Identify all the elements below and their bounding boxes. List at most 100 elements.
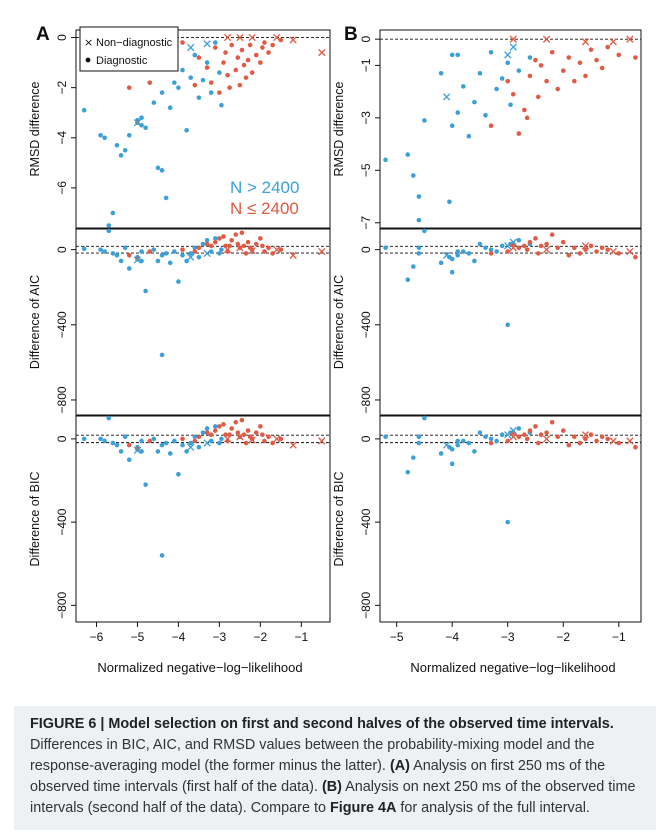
data-point <box>200 241 206 247</box>
data-point <box>180 40 185 45</box>
x-stroke-2 <box>133 256 142 264</box>
x-stroke-2 <box>509 244 517 252</box>
data-point <box>405 152 411 157</box>
data-point <box>266 245 271 251</box>
data-point <box>219 247 224 252</box>
data-point <box>455 249 461 254</box>
data-point <box>260 432 265 438</box>
data-point <box>247 42 253 48</box>
data-point <box>122 434 128 440</box>
nondiagnostic-point <box>542 35 551 43</box>
data-point <box>118 258 124 264</box>
data-point <box>494 86 499 92</box>
data-point <box>106 415 112 421</box>
data-point <box>505 322 511 328</box>
data-point <box>233 232 239 237</box>
data-point <box>147 249 153 254</box>
data-point <box>588 47 594 52</box>
data-point <box>533 57 538 63</box>
data-point <box>219 436 224 442</box>
data-point <box>249 436 255 442</box>
y-tick-label: −400 <box>359 508 373 535</box>
y-axis-label: Difference of BIC <box>28 472 42 567</box>
data-point <box>535 251 541 256</box>
data-point <box>616 52 622 58</box>
nondiagnostic-point <box>626 35 634 43</box>
nondiagnostic-point <box>626 437 634 445</box>
data-point <box>494 438 499 444</box>
data-point <box>278 37 284 43</box>
data-point <box>483 434 488 440</box>
nondiagnostic-point <box>504 51 512 59</box>
plot-frame <box>379 415 642 623</box>
caption-paragraph: FIGURE 6 | Model selection on first and … <box>30 714 640 819</box>
panel-letter-b: B <box>344 24 358 45</box>
nondiagnostic-point <box>509 35 517 43</box>
data-point <box>139 249 144 254</box>
plot-frame <box>379 29 642 229</box>
data-point <box>422 415 427 421</box>
figure-caption: FIGURE 6 | Model selection on first and … <box>14 706 656 830</box>
data-point <box>192 438 198 444</box>
data-point <box>524 247 530 252</box>
data-point <box>599 434 605 440</box>
nondiagnostic-point <box>509 433 517 441</box>
data-point <box>163 251 169 256</box>
data-point <box>151 247 157 252</box>
x-stroke-2 <box>442 441 451 449</box>
nondiagnostic-point <box>248 33 256 42</box>
y-tick-label: −400 <box>55 311 69 338</box>
data-point <box>499 76 505 81</box>
plot-frame <box>379 228 642 416</box>
x-tick-label: −5 <box>131 630 145 644</box>
x-stroke-2 <box>626 35 634 43</box>
data-point <box>243 75 249 80</box>
data-point <box>605 436 610 442</box>
data-point <box>118 449 124 454</box>
data-point <box>572 434 577 440</box>
data-point <box>245 428 251 433</box>
data-point <box>167 451 173 456</box>
data-point <box>159 553 165 558</box>
x-stroke-2 <box>223 246 232 254</box>
data-point <box>167 260 173 266</box>
data-point <box>524 115 530 121</box>
x-stroke-2 <box>542 435 551 443</box>
data-point <box>81 107 87 113</box>
data-point <box>135 256 140 262</box>
data-point <box>229 426 234 431</box>
y-axis-label: RMSD difference <box>28 81 42 176</box>
nondiagnostic-point <box>187 253 195 261</box>
data-point <box>204 65 210 70</box>
nondiagnostic-point <box>609 247 617 256</box>
y-tick-label: −2 <box>55 80 69 94</box>
data-point <box>155 258 161 264</box>
data-point <box>192 82 198 88</box>
data-point <box>510 91 516 97</box>
x-stroke-2 <box>248 436 256 444</box>
data-point <box>483 245 488 251</box>
data-point <box>488 436 494 442</box>
x-stroke-2 <box>273 246 281 254</box>
data-point <box>212 424 218 429</box>
data-point <box>262 438 267 444</box>
caption-figure-link[interactable]: Figure 4A <box>329 800 397 816</box>
data-point <box>555 86 561 92</box>
data-point <box>516 245 522 251</box>
data-point <box>188 440 194 446</box>
data-point <box>416 251 422 256</box>
data-point <box>176 85 181 90</box>
data-point <box>588 432 594 438</box>
data-point <box>416 440 422 446</box>
data-point <box>159 253 165 258</box>
nondiagnostic-point <box>318 437 326 445</box>
data-point <box>196 254 202 260</box>
caption-label-b: (B) <box>321 779 342 795</box>
y-tick-label: −800 <box>55 386 69 413</box>
data-point <box>253 52 259 58</box>
data-point <box>535 94 541 100</box>
data-point <box>594 57 599 63</box>
data-point <box>253 430 259 435</box>
nondiagnostic-point <box>203 40 211 48</box>
